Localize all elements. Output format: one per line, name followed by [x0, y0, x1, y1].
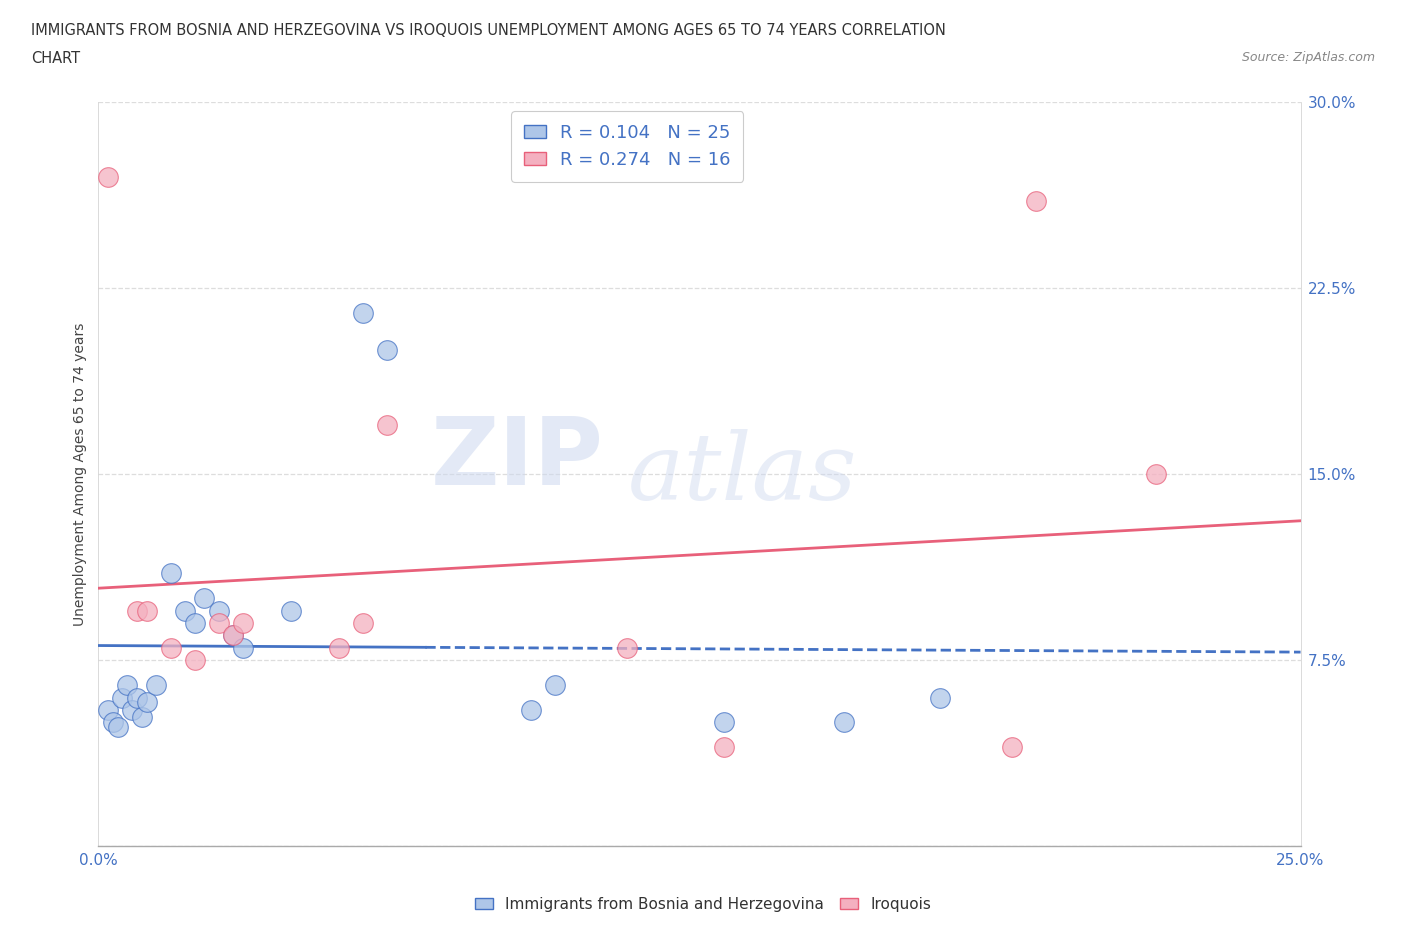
Point [280, 604, 302, 618]
Point [174, 604, 197, 618]
Point [222, 628, 245, 643]
Point [928, 690, 950, 705]
Point [121, 702, 143, 717]
Legend: R = 0.104   N = 25, R = 0.274   N = 16: R = 0.104 N = 25, R = 0.274 N = 16 [512, 112, 744, 181]
Point [107, 720, 129, 735]
Point [193, 591, 215, 605]
Point [125, 690, 148, 705]
Point [1001, 739, 1024, 754]
Point [97, 169, 120, 184]
Point [832, 715, 855, 730]
Point [713, 739, 735, 754]
Point [713, 715, 735, 730]
Point [208, 616, 231, 631]
Point [520, 702, 543, 717]
Point [183, 653, 205, 668]
Point [222, 628, 245, 643]
Point [145, 678, 167, 693]
Point [232, 641, 254, 656]
Point [375, 343, 398, 358]
Point [159, 566, 181, 581]
Y-axis label: Unemployment Among Ages 65 to 74 years: Unemployment Among Ages 65 to 74 years [73, 323, 87, 626]
Point [328, 641, 350, 656]
Point [208, 604, 231, 618]
Point [544, 678, 567, 693]
Point [616, 641, 638, 656]
Text: IMMIGRANTS FROM BOSNIA AND HERZEGOVINA VS IROQUOIS UNEMPLOYMENT AMONG AGES 65 TO: IMMIGRANTS FROM BOSNIA AND HERZEGOVINA V… [31, 23, 946, 38]
Point [117, 678, 139, 693]
Point [97, 702, 120, 717]
Point [159, 641, 181, 656]
Point [1144, 467, 1167, 482]
Text: atlas: atlas [627, 430, 856, 519]
Text: CHART: CHART [31, 51, 80, 66]
Point [125, 604, 148, 618]
Point [183, 616, 205, 631]
Legend: Immigrants from Bosnia and Herzegovina, Iroquois: Immigrants from Bosnia and Herzegovina, … [468, 891, 938, 918]
Point [1025, 194, 1047, 209]
Text: Source: ZipAtlas.com: Source: ZipAtlas.com [1241, 51, 1375, 64]
Point [375, 418, 398, 432]
Point [135, 604, 157, 618]
Point [135, 695, 157, 710]
Point [232, 616, 254, 631]
Point [352, 616, 374, 631]
Point [101, 715, 124, 730]
Point [111, 690, 134, 705]
Point [131, 710, 153, 724]
Text: ZIP: ZIP [430, 414, 603, 505]
Point [352, 306, 374, 321]
